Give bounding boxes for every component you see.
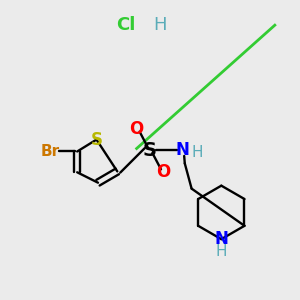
Text: N: N xyxy=(176,141,190,159)
Text: O: O xyxy=(156,163,170,181)
Text: O: O xyxy=(130,120,144,138)
Text: S: S xyxy=(143,140,157,160)
Text: H: H xyxy=(154,16,167,34)
Text: S: S xyxy=(91,130,103,148)
Text: H: H xyxy=(216,244,227,259)
Text: Cl: Cl xyxy=(116,16,136,34)
Text: N: N xyxy=(214,230,228,248)
Text: H: H xyxy=(192,146,203,160)
Text: Br: Br xyxy=(41,144,60,159)
